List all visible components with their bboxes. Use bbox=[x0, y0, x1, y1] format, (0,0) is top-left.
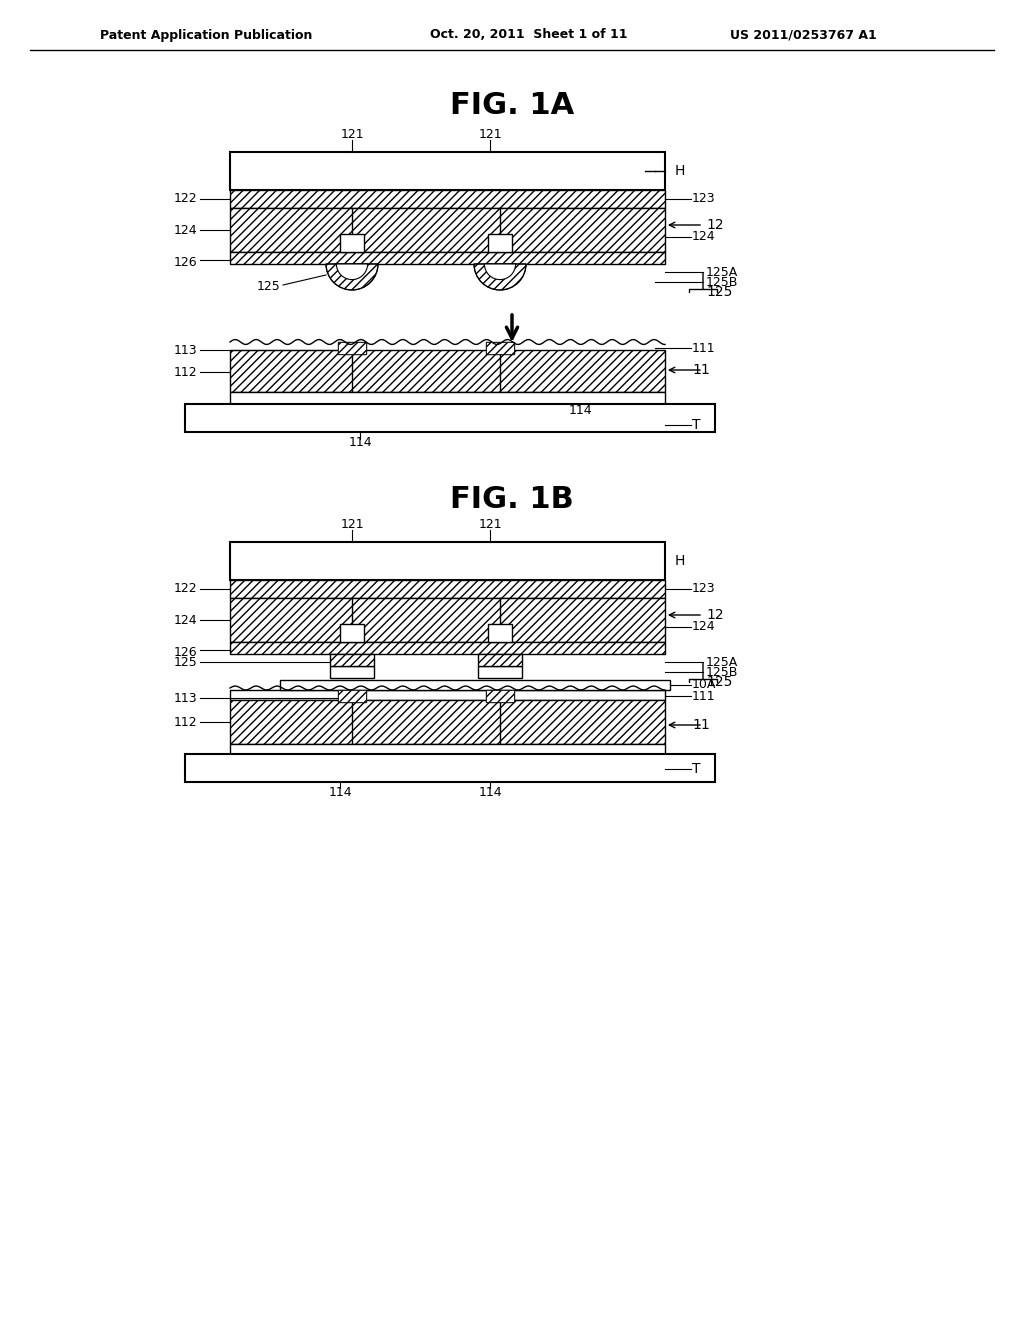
Wedge shape bbox=[337, 264, 368, 280]
Text: 124: 124 bbox=[173, 614, 197, 627]
Bar bbox=[478, 667, 522, 678]
Bar bbox=[230, 690, 665, 700]
Text: 124: 124 bbox=[692, 620, 716, 634]
Text: 114: 114 bbox=[568, 404, 592, 417]
Text: T: T bbox=[692, 418, 700, 432]
Text: T: T bbox=[692, 762, 700, 776]
Text: 114: 114 bbox=[328, 785, 352, 799]
Text: 125A: 125A bbox=[706, 656, 738, 668]
FancyBboxPatch shape bbox=[486, 690, 514, 702]
FancyBboxPatch shape bbox=[230, 252, 665, 264]
Bar bbox=[230, 392, 665, 404]
Bar bbox=[338, 342, 366, 354]
FancyBboxPatch shape bbox=[230, 350, 665, 392]
Wedge shape bbox=[474, 264, 526, 290]
Text: 123: 123 bbox=[692, 193, 716, 206]
Text: 114: 114 bbox=[348, 436, 372, 449]
Bar bbox=[230, 543, 665, 579]
FancyBboxPatch shape bbox=[338, 342, 366, 354]
Bar bbox=[488, 234, 512, 252]
Text: 113: 113 bbox=[173, 692, 197, 705]
Text: 112: 112 bbox=[173, 366, 197, 379]
FancyBboxPatch shape bbox=[230, 598, 665, 642]
FancyBboxPatch shape bbox=[478, 653, 522, 667]
Text: FIG. 1A: FIG. 1A bbox=[450, 91, 574, 120]
FancyBboxPatch shape bbox=[230, 700, 665, 744]
Bar bbox=[488, 624, 512, 642]
Text: 11: 11 bbox=[692, 718, 710, 733]
Text: 125B: 125B bbox=[706, 665, 738, 678]
FancyBboxPatch shape bbox=[338, 690, 366, 702]
Text: 125: 125 bbox=[706, 285, 732, 300]
Text: 125: 125 bbox=[256, 281, 280, 293]
Text: 122: 122 bbox=[173, 582, 197, 595]
FancyBboxPatch shape bbox=[486, 342, 514, 354]
Text: 111: 111 bbox=[692, 342, 716, 355]
Text: 123: 123 bbox=[692, 582, 716, 595]
Text: 12: 12 bbox=[706, 218, 724, 232]
Text: 125A: 125A bbox=[706, 265, 738, 279]
Bar bbox=[340, 234, 364, 252]
Bar bbox=[185, 404, 715, 432]
Bar bbox=[185, 754, 715, 781]
Text: 126: 126 bbox=[173, 645, 197, 659]
Text: 111: 111 bbox=[692, 689, 716, 702]
Text: 122: 122 bbox=[173, 193, 197, 206]
Text: 113: 113 bbox=[173, 343, 197, 356]
Text: 121: 121 bbox=[478, 128, 502, 141]
Bar bbox=[230, 744, 665, 756]
FancyBboxPatch shape bbox=[230, 579, 665, 598]
FancyBboxPatch shape bbox=[230, 209, 665, 252]
FancyBboxPatch shape bbox=[230, 190, 665, 209]
Text: 114: 114 bbox=[478, 785, 502, 799]
Bar bbox=[230, 152, 665, 190]
Text: 121: 121 bbox=[340, 128, 364, 141]
Text: 126: 126 bbox=[173, 256, 197, 268]
Text: FIG. 1B: FIG. 1B bbox=[451, 486, 573, 515]
Text: H: H bbox=[675, 554, 685, 568]
Bar bbox=[486, 342, 514, 354]
Text: 121: 121 bbox=[340, 519, 364, 532]
Text: 10A: 10A bbox=[692, 678, 717, 692]
Wedge shape bbox=[326, 264, 378, 290]
Text: 124: 124 bbox=[692, 231, 716, 243]
Bar bbox=[486, 690, 514, 702]
FancyBboxPatch shape bbox=[330, 653, 374, 667]
Bar bbox=[340, 624, 364, 642]
FancyBboxPatch shape bbox=[230, 642, 665, 653]
Text: 112: 112 bbox=[173, 715, 197, 729]
Text: Patent Application Publication: Patent Application Publication bbox=[100, 29, 312, 41]
Text: H: H bbox=[675, 164, 685, 178]
Text: Oct. 20, 2011  Sheet 1 of 11: Oct. 20, 2011 Sheet 1 of 11 bbox=[430, 29, 628, 41]
Wedge shape bbox=[484, 264, 516, 280]
Text: 11: 11 bbox=[692, 363, 710, 378]
Bar bbox=[338, 690, 366, 702]
Text: 125B: 125B bbox=[706, 276, 738, 289]
Text: 124: 124 bbox=[173, 223, 197, 236]
Text: 125: 125 bbox=[706, 675, 732, 689]
Text: 121: 121 bbox=[478, 519, 502, 532]
Bar bbox=[330, 667, 374, 678]
Text: 125: 125 bbox=[173, 656, 197, 668]
Bar bbox=[280, 680, 670, 690]
Text: US 2011/0253767 A1: US 2011/0253767 A1 bbox=[730, 29, 877, 41]
Text: 12: 12 bbox=[706, 609, 724, 622]
